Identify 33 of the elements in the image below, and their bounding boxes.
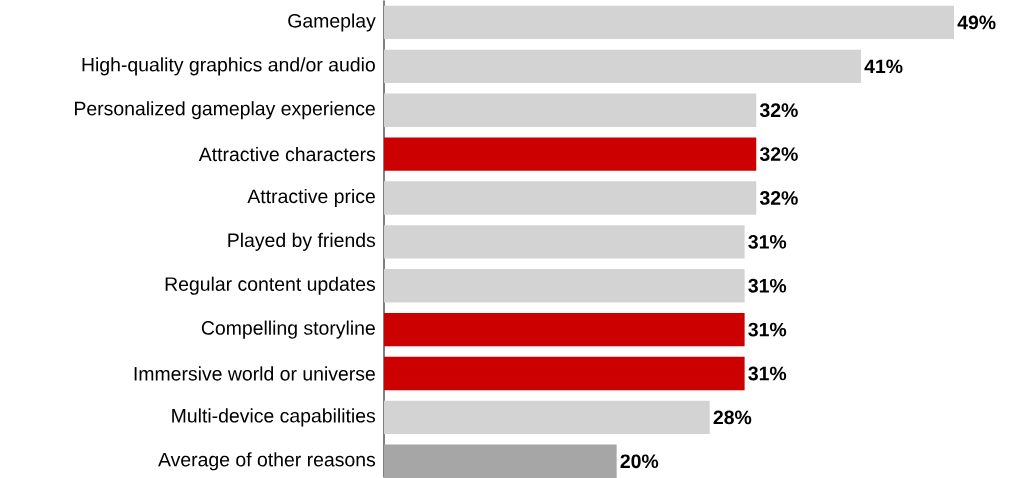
y-tick-label: High-quality graphics and/or audio bbox=[82, 57, 375, 76]
data-label: 41% bbox=[864, 59, 903, 74]
data-label: 31% bbox=[748, 278, 787, 293]
data-label: 32% bbox=[759, 147, 798, 161]
y-tick-label: Attractive price bbox=[247, 188, 375, 207]
y-tick-label: Compelling storyline bbox=[201, 320, 375, 339]
y-tick-label: Gameplay bbox=[288, 13, 376, 32]
y-tick-label: Attractive characters bbox=[198, 146, 376, 162]
y-tick-label: Personalized gameplay experience bbox=[75, 101, 375, 120]
y-tick-label: Played by friends bbox=[228, 232, 376, 251]
y-tick-label: Average of other reasons bbox=[158, 452, 376, 471]
bar bbox=[384, 137, 757, 171]
data-label: 32% bbox=[759, 190, 798, 205]
bar bbox=[384, 181, 757, 215]
data-label: 32% bbox=[759, 103, 798, 117]
bar bbox=[384, 5, 955, 39]
data-label: 31% bbox=[748, 322, 787, 337]
bar bbox=[384, 225, 745, 259]
y-tick-label: Immersive world or universe bbox=[134, 366, 375, 381]
data-label: 28% bbox=[713, 410, 752, 425]
y-tick-label: Regular content updates bbox=[165, 276, 376, 295]
bar bbox=[384, 400, 710, 434]
bar bbox=[384, 444, 617, 478]
bar bbox=[384, 356, 745, 391]
data-label: 20% bbox=[620, 454, 659, 468]
bar bbox=[384, 312, 745, 347]
bar bbox=[384, 93, 757, 127]
bar bbox=[384, 268, 745, 303]
data-label: 31% bbox=[748, 234, 787, 249]
data-label: 31% bbox=[748, 366, 787, 381]
y-tick-label: Multi-device capabilities bbox=[172, 408, 376, 427]
data-label: 49% bbox=[957, 15, 996, 30]
bar bbox=[384, 49, 861, 83]
